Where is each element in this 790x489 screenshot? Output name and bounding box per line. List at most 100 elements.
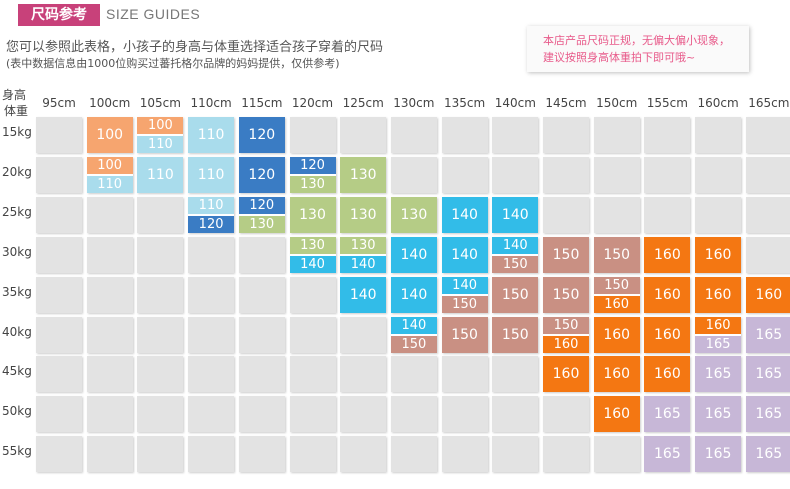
weight-label-25kg: 25kg	[2, 204, 32, 219]
size-cell	[695, 156, 742, 193]
size-value: 165	[745, 436, 790, 473]
height-label-150cm: 150cm	[596, 96, 638, 110]
size-cell	[492, 436, 539, 473]
size-value: 160	[695, 316, 742, 334]
size-cell: 110	[188, 117, 235, 153]
size-cell	[543, 156, 589, 193]
size-cell	[441, 356, 488, 393]
size-cell	[745, 117, 790, 153]
section-subtitle: SIZE GUIDES	[106, 6, 201, 22]
size-value: 130	[289, 236, 336, 254]
size-cell	[36, 276, 82, 313]
size-value: 150	[492, 255, 539, 273]
size-cell	[137, 236, 184, 273]
size-cell	[390, 156, 437, 193]
size-cell	[137, 316, 184, 353]
size-value: 160	[644, 356, 691, 393]
height-label-115cm: 115cm	[241, 96, 283, 110]
height-label-95cm: 95cm	[42, 96, 76, 110]
intro-text: 您可以参照此表格，小孩子的身高与体重选择适合孩子穿着的尺码	[6, 40, 384, 55]
size-value: 120	[188, 215, 235, 233]
size-cell	[390, 117, 437, 153]
size-cell	[289, 276, 336, 313]
size-cell	[340, 356, 387, 393]
size-cell	[289, 396, 336, 433]
size-value: 150	[492, 316, 539, 353]
height-label-165cm: 165cm	[748, 96, 790, 110]
size-cell	[492, 356, 539, 393]
size-cell: 140	[340, 276, 387, 313]
size-value: 160	[593, 316, 640, 353]
size-value: 160	[644, 276, 691, 313]
section-title-tag: 尺码参考	[18, 4, 100, 26]
height-label-155cm: 155cm	[646, 96, 688, 110]
size-value: 100	[137, 117, 184, 134]
size-value: 140	[390, 316, 437, 334]
size-value: 140	[492, 236, 539, 254]
size-cell: 140	[441, 196, 488, 233]
size-value: 100	[86, 156, 133, 174]
size-cell: 140	[390, 276, 437, 313]
weight-label-35kg: 35kg	[2, 284, 32, 299]
size-cell	[441, 436, 488, 473]
size-cell: 140 150	[492, 236, 539, 273]
size-value: 130	[340, 156, 387, 193]
size-cell	[340, 396, 387, 433]
size-value: 165	[644, 396, 691, 433]
size-cell	[340, 117, 387, 153]
size-cell: 130 140	[340, 236, 387, 273]
height-label-160cm: 160cm	[697, 96, 739, 110]
size-cell	[137, 396, 184, 433]
size-cell	[695, 196, 742, 233]
size-cell	[695, 117, 742, 153]
size-value: 165	[695, 436, 742, 473]
size-cell	[644, 156, 691, 193]
size-cell	[441, 396, 488, 433]
size-cell	[593, 196, 640, 233]
size-cell	[340, 436, 387, 473]
size-value: 140	[340, 255, 387, 273]
size-cell: 130	[340, 196, 387, 233]
intro-note: (表中数据信息由1000位购买过蕃托格尔品牌的妈妈提供，仅供参考)	[6, 57, 340, 70]
size-value: 160	[695, 236, 742, 273]
height-label-145cm: 145cm	[545, 96, 587, 110]
notice-line-2: 建议按照身高体重拍下即可哦~	[543, 51, 696, 64]
size-cell: 165	[695, 436, 742, 473]
height-label-140cm: 140cm	[494, 96, 536, 110]
size-cell	[441, 117, 488, 153]
size-cell	[36, 236, 82, 273]
size-value: 165	[644, 436, 691, 473]
size-value: 120	[238, 117, 285, 153]
size-cell: 150	[492, 316, 539, 353]
size-cell: 110 120	[188, 196, 235, 233]
size-cell: 160	[644, 316, 691, 353]
size-cell	[86, 356, 133, 393]
size-value: 140	[289, 255, 336, 273]
size-value: 130	[340, 196, 387, 233]
size-cell	[86, 276, 133, 313]
size-value: 160	[543, 335, 589, 353]
height-label-135cm: 135cm	[443, 96, 486, 110]
corner-height-label: 身高	[2, 88, 27, 102]
size-cell	[543, 436, 589, 473]
size-cell	[188, 356, 235, 393]
size-cell	[390, 356, 437, 393]
weight-label-55kg: 55kg	[2, 444, 32, 459]
size-value: 160	[593, 356, 640, 393]
size-cell: 165	[745, 436, 790, 473]
size-value: 130	[340, 236, 387, 254]
size-value: 150	[593, 236, 640, 273]
size-value: 110	[137, 156, 184, 193]
size-cell: 150 160	[593, 276, 640, 313]
size-cell: 160	[644, 276, 691, 313]
size-cell	[238, 436, 285, 473]
size-value: 160	[644, 236, 691, 273]
size-cell: 160 165	[695, 316, 742, 353]
size-cell	[188, 396, 235, 433]
size-cell: 165	[695, 396, 742, 433]
notice-line-1: 本店产品尺码正规，无偏大偏小现象，	[543, 34, 730, 47]
size-notice-box: 本店产品尺码正规，无偏大偏小现象， 建议按照身高体重拍下即可哦~	[527, 26, 749, 72]
size-value: 160	[593, 295, 640, 313]
size-cell	[238, 276, 285, 313]
size-cell	[390, 396, 437, 433]
